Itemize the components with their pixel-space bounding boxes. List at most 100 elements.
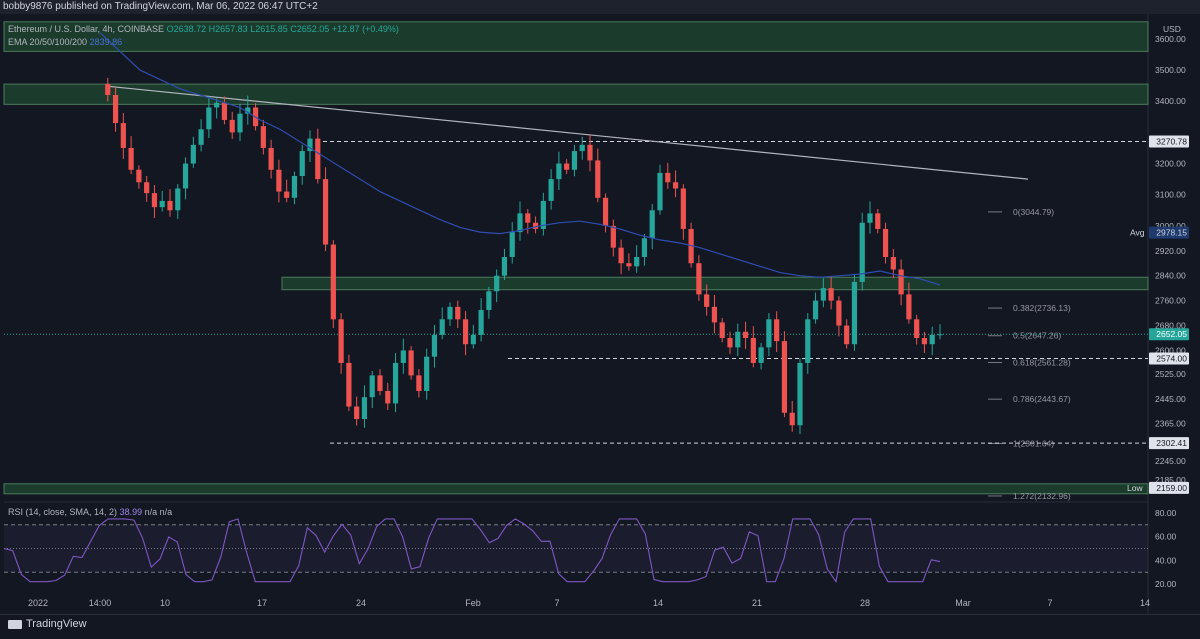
- price-tick-label: 3000.00: [1155, 221, 1186, 231]
- badge-3270: 3270.78: [1149, 135, 1189, 148]
- candle: [851, 281, 858, 345]
- candle: [268, 147, 274, 170]
- candle: [385, 390, 391, 404]
- ohlc-high: H2657.83: [208, 24, 248, 34]
- price-axis-bg: [1148, 14, 1200, 614]
- candle: [182, 163, 189, 189]
- candle: [245, 107, 251, 114]
- candle: [649, 210, 655, 239]
- ohlc-open: O2638.72: [166, 24, 207, 34]
- candle: [719, 322, 725, 338]
- candle: [836, 300, 842, 326]
- candle: [494, 275, 500, 292]
- candle: [517, 213, 523, 233]
- time-tick-label: 24: [356, 598, 366, 608]
- fib-level-label: 0.5(2647.26): [1013, 331, 1061, 341]
- descending-trendline: [107, 85, 1029, 180]
- candle: [797, 362, 803, 426]
- badge-2302: 2302.41: [1149, 437, 1189, 450]
- price-tick-label: 2920.00: [1155, 246, 1186, 256]
- candle: [315, 138, 321, 180]
- candle: [354, 406, 360, 419]
- publish-line: bobby9876 published on TradingView.com, …: [3, 1, 318, 12]
- candle: [439, 319, 445, 335]
- avg-tag: Avg: [1130, 228, 1145, 238]
- supply-demand-zone: [3, 21, 1149, 52]
- candle: [478, 309, 484, 335]
- price-badge-value: 2159.00: [1156, 483, 1187, 493]
- candle: [198, 129, 204, 145]
- candle: [812, 300, 819, 320]
- candle: [175, 188, 181, 211]
- supply-demand-zone: [281, 276, 1149, 291]
- rsi-tick-label: 20.00: [1155, 579, 1177, 589]
- price-tick-label: 2185.00: [1155, 475, 1186, 485]
- candle: [890, 257, 896, 270]
- candle: [237, 113, 243, 133]
- candle: [400, 350, 406, 363]
- low-tag: Low: [1127, 483, 1143, 493]
- time-tick-label: 28: [860, 598, 870, 608]
- candle: [346, 362, 352, 407]
- price-tick-label: 3500.00: [1155, 65, 1186, 75]
- price-badge-value: 2302.41: [1156, 438, 1187, 448]
- candle: [696, 263, 702, 295]
- candle: [844, 325, 850, 345]
- supply-demand-zone: [3, 83, 1149, 105]
- candle: [602, 197, 609, 226]
- candle: [610, 225, 616, 248]
- price-badge-bg: [1149, 328, 1189, 341]
- time-tick-label: 14: [653, 598, 663, 608]
- candle: [564, 163, 570, 170]
- candle: [937, 334, 943, 336]
- candle: [509, 232, 515, 257]
- candle: [929, 334, 935, 345]
- candle: [151, 193, 158, 208]
- price-tick-label: 2445.00: [1155, 394, 1186, 404]
- candle: [711, 306, 718, 323]
- candle: [727, 338, 733, 348]
- candle: [221, 102, 228, 120]
- candle: [424, 356, 430, 391]
- price-badge-bg: [1149, 226, 1189, 239]
- candle: [548, 179, 554, 201]
- price-badge-bg: [1149, 352, 1189, 365]
- candle: [447, 306, 453, 320]
- symbol-legend: Ethereum / U.S. Dollar, 4h, COINBASE O26…: [8, 24, 399, 34]
- candle: [377, 375, 383, 391]
- candle: [579, 144, 585, 152]
- time-tick-label: 14:00: [89, 598, 112, 608]
- price-badge-value: 2652.05: [1156, 329, 1187, 339]
- candle: [291, 176, 298, 198]
- price-tick-label: 3600.00: [1155, 34, 1186, 44]
- candle: [828, 288, 834, 301]
- candle: [875, 213, 881, 229]
- rsi-band: [4, 524, 1148, 573]
- candle: [276, 169, 282, 192]
- candle: [416, 375, 422, 391]
- rsi-label: RSI (14, close, SMA, 14, 2): [8, 507, 118, 517]
- candle: [906, 294, 912, 320]
- candle: [369, 375, 375, 398]
- fib-level-label: 1.272(2132.96): [1013, 491, 1071, 501]
- candle: [571, 151, 578, 170]
- price-badge-bg: [1149, 135, 1189, 148]
- candle: [540, 200, 546, 229]
- ohlc-change: +12.87 (+0.49%): [331, 24, 399, 34]
- axis-unit-label: USD: [1163, 24, 1181, 34]
- candle: [190, 144, 196, 164]
- candle: [921, 338, 928, 345]
- candle: [525, 213, 531, 223]
- time-tick-label: 17: [257, 598, 267, 608]
- publish-header: bobby9876 published on TradingView.com, …: [0, 0, 1200, 14]
- fib-level-label: 0.618(2561.28): [1013, 358, 1071, 368]
- price-tick-label: 2760.00: [1155, 296, 1186, 306]
- candle: [766, 319, 772, 348]
- candle: [914, 319, 920, 338]
- rsi-na: n/a n/a: [144, 507, 173, 517]
- ema-label: EMA 20/50/100/200: [8, 37, 88, 47]
- candle: [112, 95, 119, 124]
- candle: [455, 306, 461, 320]
- candle: [462, 319, 469, 345]
